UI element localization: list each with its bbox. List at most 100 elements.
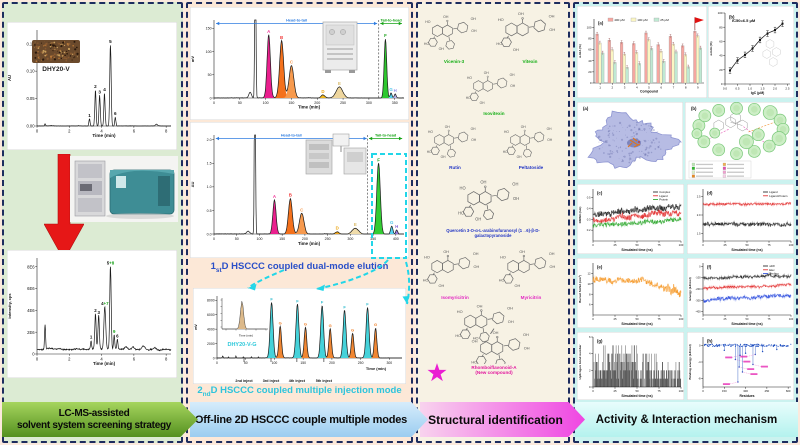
compound-label: Quercetin 3-O-α-L-arabinofuranosyl (1→6)… <box>446 228 540 238</box>
svg-text:OH: OH <box>445 125 451 129</box>
svg-text:OH: OH <box>475 217 481 222</box>
svg-text:Simulated time (ns): Simulated time (ns) <box>731 248 762 252</box>
compound-label: Vicenin-3 <box>443 59 465 64</box>
svg-text:OH: OH <box>547 138 553 142</box>
svg-text:OH: OH <box>510 73 516 77</box>
svg-text:E: E <box>338 81 341 86</box>
svg-text:350: 350 <box>392 101 398 105</box>
compound-label: Peltatoside <box>518 165 544 170</box>
compound-vitexin: HO OH OH OH HO OH Vitexin <box>494 8 566 64</box>
svg-text:HO: HO <box>460 185 466 190</box>
svg-text:A: A <box>273 194 277 199</box>
svg-text:(a): (a) <box>583 106 589 111</box>
svg-text:OH: OH <box>471 127 477 131</box>
svg-text:HO: HO <box>467 76 472 80</box>
hsccc-run2-chromatogram: 0 50 100 150 200 250 300 350 400 0.0 0.5 1.0 1.5 2.0 T… <box>190 122 409 258</box>
svg-text:Simulated time (ns): Simulated time (ns) <box>621 394 652 398</box>
svg-text:(e): (e) <box>597 265 603 270</box>
svg-text:Time (min): Time (min) <box>93 361 116 366</box>
svg-text:AU: AU <box>190 182 195 188</box>
svg-text:0: 0 <box>702 243 704 247</box>
banner-activity-mechanism: Activity & Interaction mechanism <box>575 402 798 437</box>
svg-text:20: 20 <box>719 68 723 72</box>
svg-text:G: G <box>389 87 393 92</box>
svg-text:50: 50 <box>635 243 639 247</box>
svg-text:9: 9 <box>697 85 699 89</box>
hydrogen-bond-plot: 0 25 50 75 100 0 2 4 6 Simulated time (ns) Hydroge… <box>577 332 684 400</box>
svg-text:8: 8 <box>165 357 168 362</box>
svg-text:2.5: 2.5 <box>785 86 790 90</box>
svg-text:8E6: 8E6 <box>27 264 35 269</box>
svg-text:0: 0 <box>699 343 701 347</box>
svg-text:100 μM: 100 μM <box>637 18 648 22</box>
svg-text:2: 2 <box>611 85 613 89</box>
svg-text:0: 0 <box>32 352 35 357</box>
svg-text:200: 200 <box>302 237 308 241</box>
new-compound-name: Rhomboiflavonoid-A <box>471 365 517 370</box>
svg-text:5th inject: 5th inject <box>316 379 333 383</box>
svg-text:6: 6 <box>589 303 591 307</box>
svg-text:100: 100 <box>272 361 278 365</box>
svg-text:OH: OH <box>507 305 513 310</box>
svg-text:6: 6 <box>660 85 662 89</box>
alpha-gia-bar-chart: 1 2 3 4 5 6 7 8 9 0 20 40 60 80 100 Compound α-GIA (%) (a… <box>577 6 707 98</box>
svg-text:80: 80 <box>588 37 592 41</box>
svg-text:1.5: 1.5 <box>207 162 212 166</box>
svg-text:HO: HO <box>503 150 508 154</box>
svg-text:450: 450 <box>765 389 770 393</box>
svg-text:F: F <box>296 298 299 303</box>
svg-text:2.0: 2.0 <box>773 86 778 90</box>
svg-text:OH: OH <box>549 27 555 32</box>
svg-text:150: 150 <box>722 389 727 393</box>
svg-text:100: 100 <box>679 243 684 247</box>
structure-vicenin3: HO OH OH OH HO OH <box>424 15 477 51</box>
svg-text:RMSD (nm): RMSD (nm) <box>578 207 582 224</box>
svg-text:H: H <box>394 88 397 93</box>
svg-text:Energy (kJ/mol): Energy (kJ/mol) <box>688 277 692 300</box>
svg-text:Hydrogen bond number: Hydrogen bond number <box>578 344 582 380</box>
svg-text:G: G <box>329 323 332 328</box>
svg-text:F: F <box>384 33 387 38</box>
svg-text:Protein: Protein <box>659 198 668 202</box>
svg-text:0: 0 <box>699 264 701 268</box>
svg-text:100: 100 <box>679 389 684 393</box>
svg-text:6000: 6000 <box>207 313 215 317</box>
sample-label: DHY20-V <box>42 66 70 73</box>
svg-text:6E6: 6E6 <box>27 286 35 291</box>
structure-rutin: HO OH OH OH HO OH <box>427 125 477 159</box>
residue-energy-plot: 0 150 300 450 600 0 -4 -8 Residues Binding energy… <box>687 332 794 400</box>
svg-text:300: 300 <box>387 361 393 365</box>
svg-text:(f): (f) <box>707 265 712 270</box>
svg-text:12: 12 <box>587 271 591 275</box>
svg-text:6: 6 <box>116 334 119 339</box>
svg-text:Time (min): Time (min) <box>298 105 321 110</box>
svg-text:-100: -100 <box>695 276 701 280</box>
mode2-caption: 2ndD HSCCC coupled multiple injection mo… <box>188 385 411 398</box>
svg-text:mV: mV <box>190 56 195 63</box>
svg-text:F: F <box>321 300 324 305</box>
svg-text:(h): (h) <box>707 339 713 344</box>
svg-text:0: 0 <box>592 389 594 393</box>
svg-text:1.5: 1.5 <box>760 86 765 90</box>
svg-text:0.5: 0.5 <box>735 86 740 90</box>
svg-text:0: 0 <box>213 356 215 360</box>
svg-text:Simulated time (ns): Simulated time (ns) <box>621 322 652 326</box>
svg-text:400 μM: 400 μM <box>614 18 625 22</box>
svg-text:OH: OH <box>547 127 553 131</box>
svg-text:mV: mV <box>194 324 198 330</box>
svg-text:300: 300 <box>347 237 353 241</box>
svg-text:100: 100 <box>263 101 269 105</box>
svg-text:3: 3 <box>97 310 100 315</box>
svg-text:2E6: 2E6 <box>27 330 35 335</box>
svg-text:HO: HO <box>458 211 464 216</box>
svg-text:0.0: 0.0 <box>723 86 728 90</box>
mode2-num: 2 <box>197 385 203 396</box>
svg-text:25: 25 <box>613 389 617 393</box>
svg-text:OH: OH <box>471 138 477 142</box>
svg-text:4E6: 4E6 <box>27 308 35 313</box>
svg-text:0.0: 0.0 <box>207 232 212 236</box>
svg-text:2: 2 <box>94 84 97 89</box>
svg-text:0: 0 <box>592 243 594 247</box>
svg-text:6: 6 <box>133 129 136 134</box>
svg-text:300: 300 <box>743 389 748 393</box>
